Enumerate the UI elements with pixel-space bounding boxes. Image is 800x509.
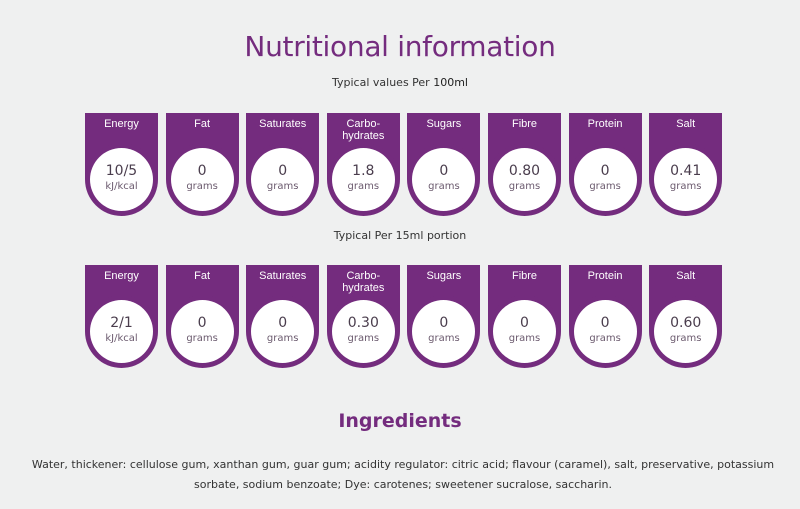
nutrient-value-circle: 0 grams <box>251 300 315 363</box>
nutrient-card: Protein 0 grams <box>568 265 642 368</box>
per-100ml-caption: Typical values Per 100ml <box>0 76 800 89</box>
nutrient-card: Fibre 0 grams <box>488 265 561 368</box>
nutrient-label: Protein <box>587 270 623 282</box>
per-100ml-prefix: Typical values Per <box>332 76 434 89</box>
per-portion-caption: Typical Per 15ml portion <box>333 229 467 242</box>
nutrient-value: 10/5 <box>105 163 138 179</box>
nutrient-label: Fibre <box>511 270 538 282</box>
nutrient-value-circle: 0 grams <box>170 300 234 363</box>
nutrient-label: Fat <box>194 270 211 282</box>
nutrient-unit: grams <box>266 181 299 192</box>
nutrient-label: Saturates <box>259 270 307 282</box>
nutrient-value: 0 <box>520 315 529 331</box>
ingredients-title: Ingredients <box>338 410 462 432</box>
nutrient-label: Protein <box>587 118 623 130</box>
nutrient-value: 0 <box>600 315 610 331</box>
nutrient-unit: grams <box>589 181 621 192</box>
nutrient-label: Energy <box>104 118 139 130</box>
nutrition-row-per-portion: Energy 2/1 kJ/kcal Fat 0 grams Saturates 0 grams… <box>85 265 730 368</box>
nutrient-value-circle: 0.30 grams <box>331 300 395 363</box>
nutrient-unit: grams <box>347 181 380 192</box>
nutrient-value: 0.41 <box>670 163 702 179</box>
nutrient-unit: grams <box>508 181 541 192</box>
nutrient-label: Salt <box>676 118 696 130</box>
nutrient-unit: grams <box>186 333 218 344</box>
nutrient-value: 0 <box>439 163 449 179</box>
nutrient-label: Energy <box>104 270 139 282</box>
nutrient-unit: grams <box>669 181 702 192</box>
nutrient-label: Fat <box>194 118 211 130</box>
nutrient-value: 0 <box>278 315 288 331</box>
nutrient-value: 0 <box>197 163 207 179</box>
per-100ml-amount: 100ml <box>433 76 468 89</box>
nutrient-value: 1.8 <box>352 163 375 179</box>
nutrient-value: 0 <box>439 315 449 331</box>
nutrient-card: Carbo-hydrates 0.30 grams <box>326 265 400 368</box>
nutrient-unit: grams <box>186 181 218 192</box>
nutrient-value: 0 <box>278 163 288 179</box>
nutrient-card: Carbo-hydrates 1.8 grams <box>326 113 400 216</box>
nutrient-value: 0 <box>600 163 610 179</box>
nutrient-value-circle: 0.41 grams <box>654 148 718 211</box>
nutrient-unit: grams <box>589 333 621 344</box>
nutrient-unit: grams <box>508 333 541 344</box>
nutrient-value: 0.60 <box>670 315 702 331</box>
nutrient-unit: grams <box>428 181 460 192</box>
nutrient-unit: grams <box>669 333 702 344</box>
nutrient-value-circle: 0 grams <box>573 300 637 363</box>
nutrient-value: 0.80 <box>508 163 541 179</box>
nutrient-unit: grams <box>347 333 380 344</box>
nutrient-card: Fat 0 grams <box>165 113 239 216</box>
nutrient-value: 0.30 <box>347 315 379 331</box>
nutrient-card: Fat 0 grams <box>165 265 239 368</box>
nutrient-label: Fibre <box>511 118 538 130</box>
nutrient-unit: kJ/kcal <box>105 181 138 192</box>
nutrient-value-circle: 0.80 grams <box>493 148 556 211</box>
nutrient-card: Saturates 0 grams <box>246 265 320 368</box>
nutrient-card: Sugars 0 grams <box>407 113 481 216</box>
nutrient-unit: grams <box>266 333 299 344</box>
nutrient-value-circle: 0 grams <box>573 148 637 211</box>
nutrient-value-circle: 0 grams <box>251 148 315 211</box>
nutrient-card: Salt 0.41 grams <box>649 113 723 216</box>
nutrient-unit: grams <box>428 333 460 344</box>
nutrient-label: Carbo-hydrates <box>342 270 385 294</box>
nutrient-value-circle: 0 grams <box>170 148 234 211</box>
nutrient-card: Fibre 0.80 grams <box>488 113 561 216</box>
nutrient-value-circle: 0 grams <box>412 148 476 211</box>
nutrient-card: Saturates 0 grams <box>246 113 320 216</box>
nutrient-unit: kJ/kcal <box>105 333 138 344</box>
page-title: Nutritional information <box>244 30 556 63</box>
nutrient-card: Energy 2/1 kJ/kcal <box>85 265 158 368</box>
nutrient-label: Saturates <box>259 118 307 130</box>
nutrient-label: Sugars <box>426 270 462 282</box>
nutrient-label: Sugars <box>426 118 462 130</box>
nutrient-card: Salt 0.60 grams <box>649 265 723 368</box>
nutrient-label: Carbo-hydrates <box>342 118 385 142</box>
nutrient-label: Salt <box>676 270 696 282</box>
ingredients-text: Water, thickener: cellulose gum, xanthan… <box>31 458 775 491</box>
nutrient-value-circle: 1.8 grams <box>331 148 395 211</box>
nutrient-value-circle: 0.60 grams <box>654 300 718 363</box>
nutrient-value-circle: 10/5 kJ/kcal <box>90 148 153 211</box>
nutrient-card: Energy 10/5 kJ/kcal <box>85 113 158 216</box>
nutrition-row-per-100ml: Energy 10/5 kJ/kcal Fat 0 grams Saturates 0 gram… <box>85 113 730 216</box>
nutrient-value: 2/1 <box>110 315 133 331</box>
nutrient-value-circle: 2/1 kJ/kcal <box>90 300 153 363</box>
nutrient-value: 0 <box>197 315 207 331</box>
nutrient-value-circle: 0 grams <box>412 300 476 363</box>
nutrient-value-circle: 0 grams <box>493 300 556 363</box>
nutrient-card: Sugars 0 grams <box>407 265 481 368</box>
nutrient-card: Protein 0 grams <box>568 113 642 216</box>
